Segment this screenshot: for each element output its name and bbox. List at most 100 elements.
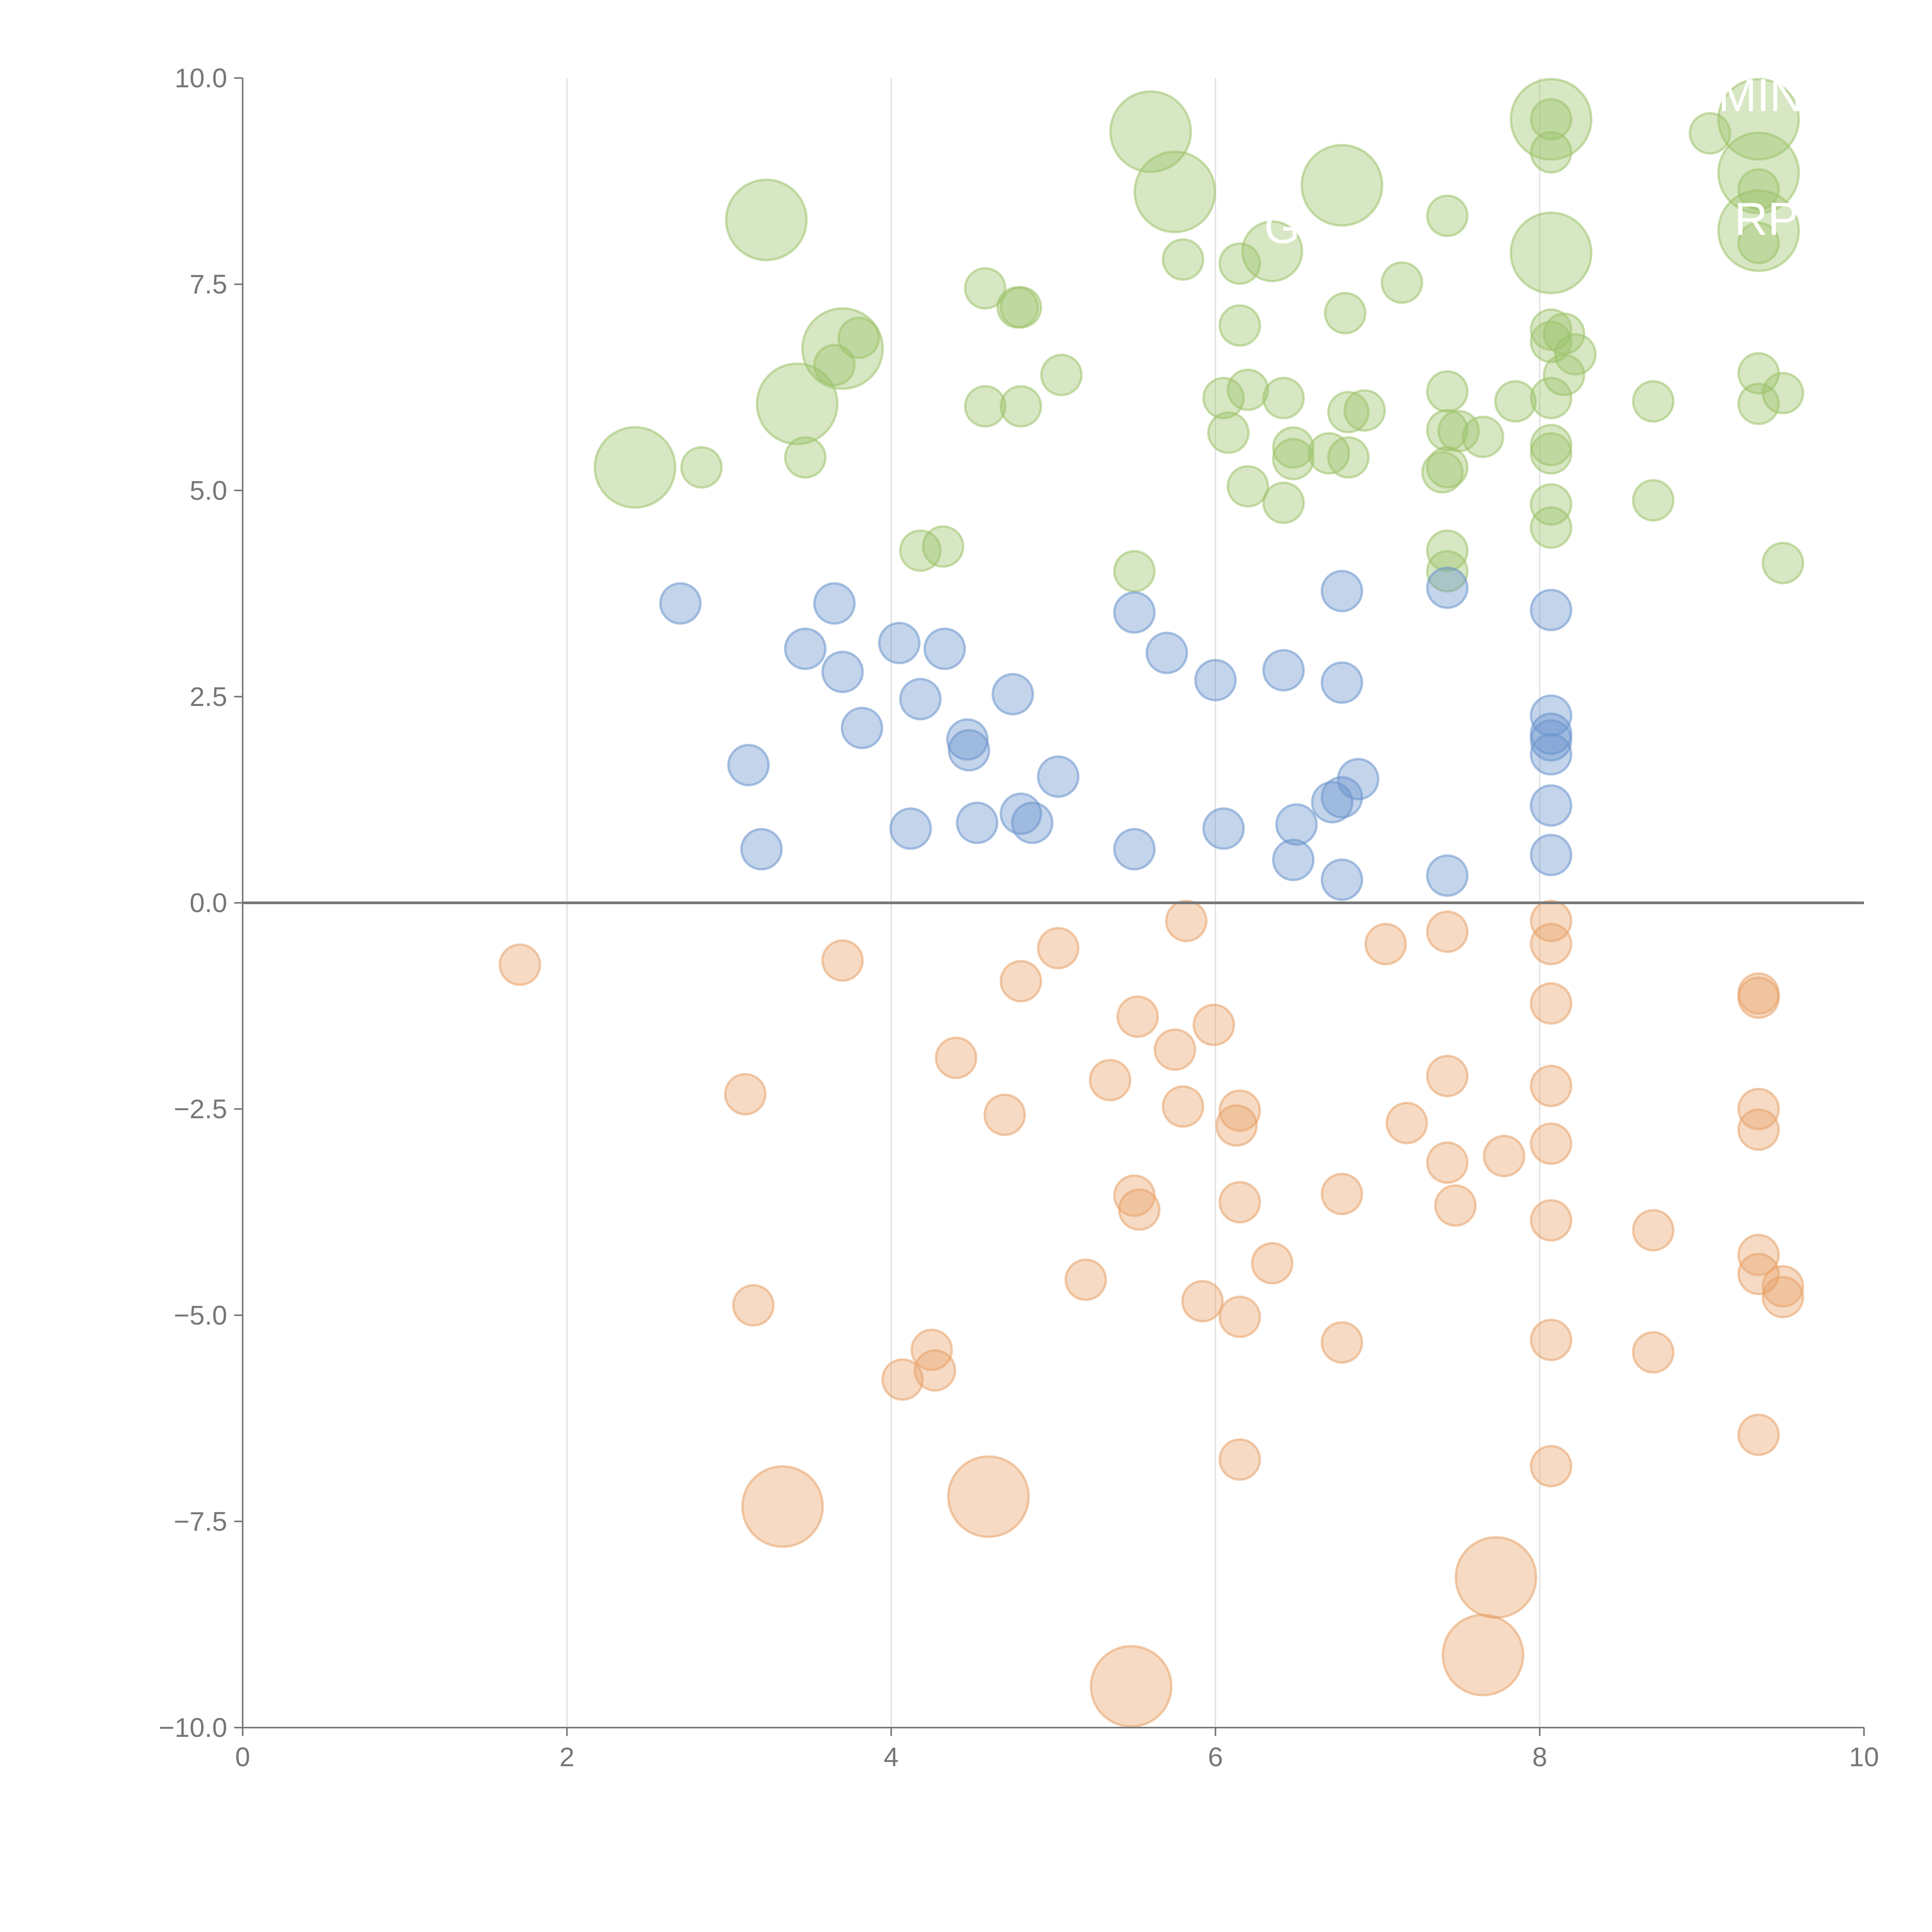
data-point-positive-high [922, 525, 964, 568]
data-point-negative [1434, 1184, 1477, 1227]
data-point-positive-high [784, 436, 827, 479]
data-point-positive-high [1689, 112, 1731, 155]
data-point-positive-low [813, 582, 856, 625]
data-point-positive-high [1113, 550, 1156, 593]
data-point-positive-low [1194, 659, 1237, 702]
data-point-positive-high [1207, 411, 1250, 454]
data-point-negative [1215, 1104, 1258, 1147]
data-point-negative [1218, 1181, 1261, 1224]
data-point-negative [983, 1094, 1026, 1136]
data-point-positive-high [1133, 150, 1216, 233]
data-point-negative [1037, 927, 1080, 969]
data-point-negative [732, 1284, 775, 1327]
data-point-positive-low [1037, 755, 1080, 798]
data-point-positive-high [756, 362, 839, 446]
data-point-negative [1426, 1054, 1469, 1097]
data-point-positive-high [1381, 261, 1423, 304]
data-point-negative [1320, 1321, 1363, 1364]
y-tick-label: 7.5 [190, 269, 227, 299]
x-tick-label: 10 [1849, 1742, 1879, 1772]
data-point-positive-low [1320, 570, 1363, 612]
data-point-positive-low [1262, 649, 1305, 692]
data-point-negative [1320, 1172, 1363, 1215]
data-point-positive-high [1218, 304, 1261, 347]
data-point-positive-low [946, 718, 989, 761]
data-point-negative [1441, 1614, 1524, 1697]
data-point-positive-high [1262, 481, 1305, 524]
data-point-negative [724, 1073, 767, 1116]
data-point-negative [1530, 1122, 1573, 1165]
data-point-positive-high [680, 446, 723, 489]
y-tick-label: −2.5 [174, 1094, 227, 1124]
data-point-negative [1530, 1199, 1573, 1242]
data-point-positive-low [740, 828, 783, 871]
data-point-positive-high [1510, 211, 1593, 294]
data-point-positive-high [1530, 321, 1573, 364]
data-point-positive-low [1320, 858, 1363, 901]
data-point-positive-low [821, 650, 864, 693]
data-point-negative [1632, 1331, 1675, 1374]
data-point-positive-low [1202, 807, 1245, 850]
data-point-positive-high [1218, 242, 1261, 285]
data-point-negative [1118, 1188, 1161, 1231]
data-point-positive-low [1320, 661, 1363, 704]
data-point-positive-high [1226, 465, 1269, 508]
data-point-negative [1088, 1059, 1131, 1102]
data-point-positive-high [1762, 372, 1804, 415]
data-point-positive-high [1461, 415, 1504, 458]
data-point-positive-high [1632, 479, 1675, 522]
data-point-positive-low [923, 628, 966, 670]
data-point-negative [1454, 1536, 1537, 1619]
data-point-negative [1251, 1242, 1294, 1285]
x-tick-label: 8 [1532, 1742, 1547, 1772]
data-point-positive-low [1426, 854, 1469, 897]
points [498, 78, 1804, 1728]
data-point-positive-low [1530, 784, 1573, 827]
data-point-negative [1181, 1280, 1224, 1323]
y-tick-label: 0.0 [190, 888, 227, 918]
y-tick-label: 2.5 [190, 682, 227, 712]
data-point-negative [1090, 1645, 1173, 1728]
data-point-negative [1530, 1445, 1573, 1488]
data-point-positive-low [1145, 631, 1188, 674]
data-point-negative [1737, 976, 1780, 1019]
data-point-negative [821, 939, 864, 982]
data-point-positive-low [899, 678, 942, 721]
data-point-positive-high [1737, 221, 1780, 264]
data-point-negative [1762, 1276, 1804, 1318]
data-point-negative [881, 1358, 924, 1401]
data-point-negative [1385, 1102, 1428, 1145]
data-point-positive-high [1324, 292, 1367, 335]
data-point-negative [1530, 1318, 1573, 1361]
data-point-positive-high [1426, 370, 1469, 413]
data-point-positive-high [1040, 354, 1083, 396]
data-point-negative [1165, 900, 1208, 942]
data-point-positive-high [1543, 354, 1585, 396]
data-point-positive-low [878, 622, 921, 665]
annotations: MIN RP G [1264, 69, 1803, 253]
data-point-positive-low [659, 582, 702, 625]
data-point-positive-low [1113, 828, 1156, 871]
data-point-negative [1218, 1089, 1261, 1132]
data-point-negative [1530, 1065, 1573, 1107]
data-point-negative [1218, 1438, 1261, 1481]
data-point-positive-high [1426, 194, 1469, 237]
data-point-negative [935, 1036, 978, 1079]
data-point-positive-high [1717, 131, 1800, 214]
data-point-positive-high [1202, 377, 1245, 420]
y-tick-label: −5.0 [174, 1300, 227, 1330]
data-point-positive-high [837, 316, 880, 359]
data-point-positive-low [1530, 833, 1573, 876]
data-point-negative [1530, 923, 1573, 966]
data-point-positive-high [1327, 391, 1370, 434]
data-point-positive-low [840, 706, 883, 749]
data-point-positive-high [1717, 189, 1800, 272]
y-tick-label: −10.0 [159, 1713, 227, 1743]
data-point-negative [1162, 1085, 1204, 1128]
data-point-positive-high [1327, 436, 1370, 479]
data-point-positive-low [1011, 801, 1054, 844]
x-tick-label: 4 [884, 1742, 899, 1772]
data-point-negative [947, 1455, 1030, 1538]
x-tick-label: 2 [560, 1742, 575, 1772]
data-point-positive-low [727, 744, 770, 787]
